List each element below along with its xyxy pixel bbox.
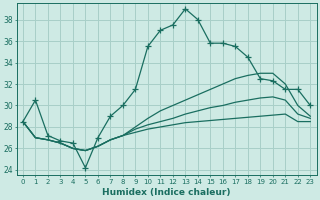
X-axis label: Humidex (Indice chaleur): Humidex (Indice chaleur) (102, 188, 231, 197)
